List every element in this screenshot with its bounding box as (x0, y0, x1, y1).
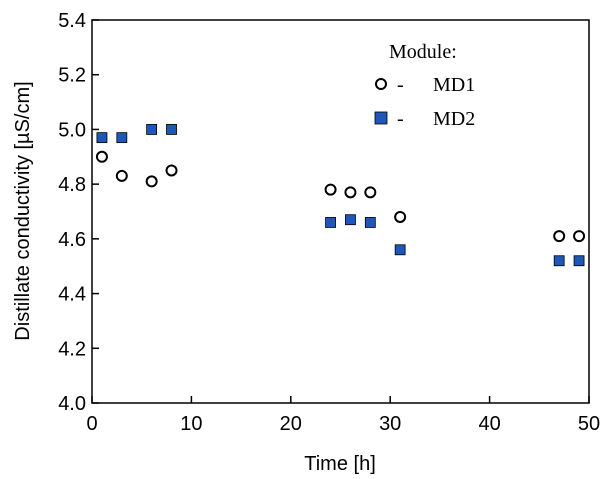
md2-point (166, 124, 177, 135)
x-tick-label: 50 (578, 413, 600, 435)
x-tick-label: 0 (86, 413, 97, 435)
md2-point (553, 255, 565, 267)
md1-point (165, 164, 178, 177)
x-tick-label: 40 (478, 413, 500, 435)
x-axis: 0 10 20 30 40 50 (86, 396, 600, 435)
md1-point (324, 183, 337, 196)
legend-dash-md2: - (397, 108, 404, 130)
data-points (95, 124, 586, 267)
x-tick-label: 10 (180, 413, 202, 435)
md2-point (146, 124, 158, 135)
md1-point (344, 186, 357, 199)
y-tick-label: 4.8 (58, 174, 86, 196)
y-axis-title: Distillate conductivity [µS/cm] (12, 81, 34, 340)
legend-label-md2: MD2 (433, 108, 475, 130)
md1-point (364, 186, 377, 199)
y-axis: 4.0 4.2 4.4 4.6 4.8 5.0 5.2 5.4 (58, 10, 99, 415)
md2-point (116, 132, 128, 144)
legend-dash-md1: - (397, 74, 404, 96)
y-tick-label: 5.2 (58, 65, 86, 87)
md2-point (573, 255, 585, 267)
legend: Module: - MD1 - MD2 (374, 41, 475, 130)
md2-point (325, 217, 336, 228)
y-tick-label: 4.2 (58, 338, 86, 360)
legend-marker-md2 (374, 111, 388, 125)
y-tick-label: 4.0 (58, 393, 86, 415)
md1-point (95, 150, 108, 163)
md2-point (345, 214, 356, 226)
legend-marker-md1 (375, 78, 387, 90)
x-tick-label: 30 (379, 413, 401, 435)
legend-title: Module: (389, 41, 457, 63)
y-tick-label: 5.0 (58, 119, 86, 141)
plot-frame (91, 19, 590, 404)
md1-point (553, 230, 566, 243)
md2-point (364, 217, 376, 228)
md1-point (115, 169, 128, 182)
md1-point (145, 175, 158, 188)
x-tick-label: 20 (280, 413, 302, 435)
y-tick-label: 5.4 (58, 10, 86, 32)
x-axis-title: Time [h] (304, 453, 376, 475)
y-tick-label: 4.4 (58, 284, 86, 306)
md2-point (96, 132, 108, 144)
legend-label-md1: MD1 (433, 74, 475, 96)
y-tick-label: 4.6 (58, 229, 86, 251)
md2-point (394, 244, 406, 256)
md1-point (394, 210, 407, 223)
md1-point (573, 230, 586, 243)
